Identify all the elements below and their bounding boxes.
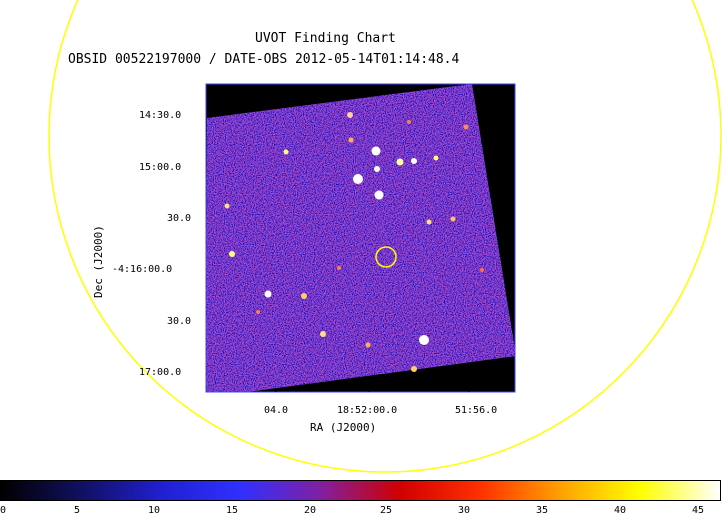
star xyxy=(433,155,439,161)
star xyxy=(450,216,456,222)
star xyxy=(407,120,411,124)
colorbar xyxy=(0,480,721,501)
star xyxy=(480,268,484,272)
star xyxy=(347,112,353,118)
colorbar-tick-label-10: 10 xyxy=(148,505,161,516)
star xyxy=(264,290,272,298)
y-tick-label: 30.0 xyxy=(167,213,192,224)
chart-subtitle: OBSID 00522197000 / DATE-OBS 2012-05-14T… xyxy=(68,52,460,67)
colorbar-tick-label: 30 xyxy=(458,505,471,516)
star xyxy=(229,251,235,257)
star xyxy=(374,190,384,200)
star xyxy=(337,266,341,270)
star xyxy=(348,137,354,143)
x-axis-label: RA (J2000) xyxy=(310,421,377,434)
star xyxy=(283,149,289,155)
colorbar-tick-label: 40 xyxy=(614,505,627,516)
colorbar-tick-label: 5 xyxy=(74,505,81,516)
colorbar-tick-label: 15 xyxy=(226,505,239,516)
colorbar-tick-label: 0 xyxy=(0,505,7,516)
star xyxy=(411,366,417,372)
stars xyxy=(224,112,484,372)
x-tick-label: 04.0 xyxy=(264,405,289,416)
chart-title: UVOT Finding Chart xyxy=(255,31,396,46)
sky-noise xyxy=(206,84,515,392)
star xyxy=(419,335,429,345)
y-tick-label: 15:00.0 xyxy=(139,162,182,173)
star xyxy=(426,219,432,225)
star xyxy=(463,124,469,130)
star xyxy=(371,146,381,156)
star xyxy=(374,166,380,172)
star xyxy=(411,158,417,164)
star xyxy=(396,158,404,166)
y-tick-label: 14:30.0 xyxy=(139,110,182,121)
star xyxy=(301,293,307,299)
x-tick-label: 18:52:00.0 xyxy=(337,405,398,416)
error-circle-large xyxy=(48,0,722,473)
star xyxy=(256,310,260,314)
y-tick-label: 17:00.0 xyxy=(139,367,182,378)
star xyxy=(224,203,230,209)
y-tick-label: -4:16:00.0 xyxy=(112,264,173,275)
colorbar-tick-label: 45 xyxy=(692,505,705,516)
star xyxy=(320,331,326,337)
image-border xyxy=(205,83,516,393)
target-circle xyxy=(375,246,397,268)
star xyxy=(365,342,371,348)
colorbar-tick-label: 20 xyxy=(304,505,317,516)
y-tick-label: 30.0 xyxy=(167,316,192,327)
image-panel xyxy=(206,84,515,392)
x-tick-marks xyxy=(275,388,470,392)
colorbar-tick-label: 25 xyxy=(380,505,393,516)
x-tick-label: 51:56.0 xyxy=(455,405,498,416)
star xyxy=(353,174,363,184)
colorbar-tick-label: 35 xyxy=(536,505,549,516)
y-axis-label: Dec (J2000) xyxy=(92,225,105,298)
